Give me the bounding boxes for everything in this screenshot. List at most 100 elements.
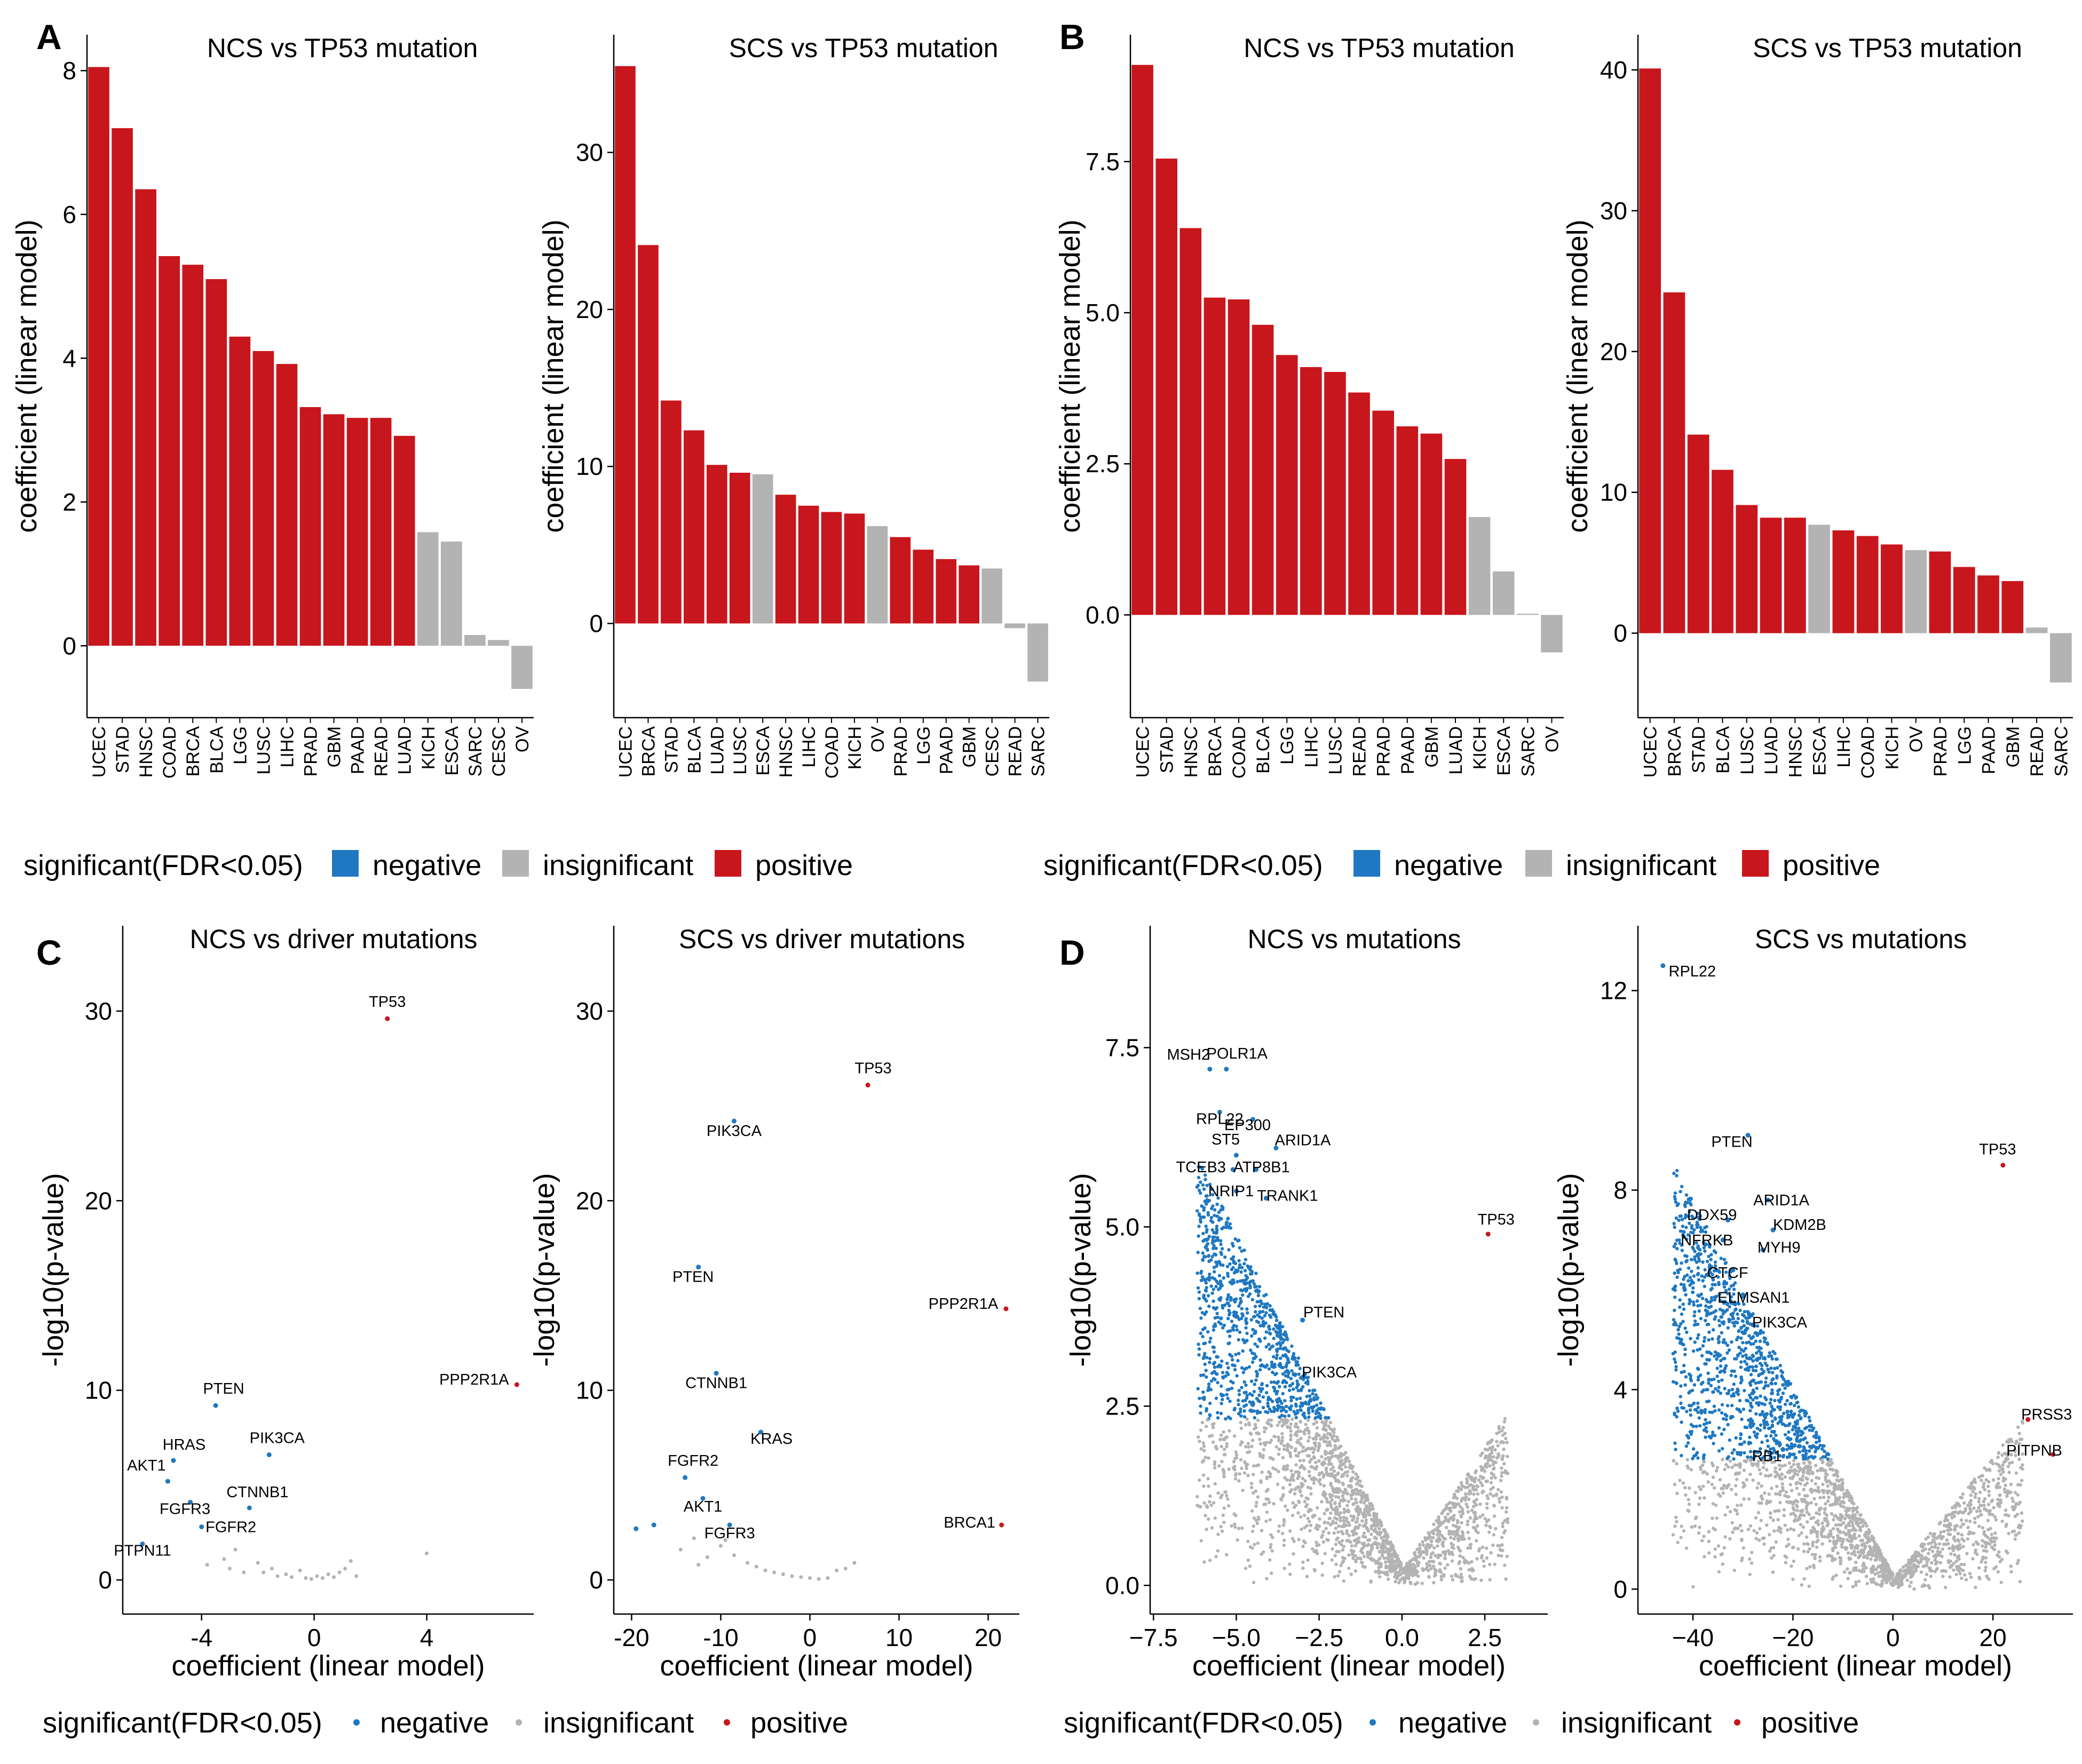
point-insignificant	[1959, 1518, 1964, 1522]
x-tick-label: LUAD	[395, 726, 415, 775]
point-negative	[696, 1265, 701, 1270]
point-insignificant	[1783, 1494, 1787, 1498]
point-negative	[1253, 1342, 1257, 1346]
point-insignificant	[1999, 1473, 2003, 1476]
point-insignificant	[1802, 1513, 1806, 1517]
point-insignificant	[1774, 1475, 1777, 1479]
point-insignificant	[1841, 1488, 1845, 1492]
point-insignificant	[1301, 1544, 1305, 1548]
point-insignificant	[1441, 1544, 1445, 1548]
point-negative	[1790, 1443, 1794, 1447]
point-insignificant	[1421, 1543, 1425, 1547]
bar-gbm	[1420, 433, 1443, 615]
point-insignificant	[1494, 1460, 1498, 1464]
point-negative	[1727, 1388, 1731, 1393]
point-negative	[1266, 1401, 1270, 1405]
point-negative	[1242, 1338, 1246, 1342]
point-insignificant	[1422, 1556, 1426, 1560]
point-insignificant	[1781, 1488, 1785, 1492]
point-insignificant	[1246, 1539, 1250, 1543]
point-negative	[1767, 1370, 1771, 1374]
point-negative	[1285, 1336, 1289, 1340]
point-insignificant	[1962, 1573, 1967, 1577]
point-insignificant	[1856, 1550, 1860, 1554]
point-negative	[1685, 1254, 1689, 1258]
point-negative	[1691, 1457, 1695, 1460]
point-insignificant	[1483, 1469, 1487, 1473]
point-insignificant	[1863, 1521, 1866, 1525]
point-insignificant	[1301, 1566, 1305, 1570]
point-negative	[1295, 1386, 1299, 1389]
point-insignificant	[1342, 1462, 1345, 1466]
point-insignificant	[1738, 1523, 1743, 1528]
point-insignificant	[2002, 1460, 2006, 1464]
point-negative	[1785, 1443, 1790, 1447]
point-insignificant	[1960, 1533, 1964, 1537]
point-insignificant	[1418, 1546, 1422, 1550]
point-insignificant	[1986, 1519, 1990, 1522]
x-tick-label: OV	[512, 726, 533, 752]
point-negative	[1242, 1367, 1247, 1371]
point-insignificant	[1948, 1575, 1952, 1579]
point-negative	[1215, 1225, 1219, 1228]
point-insignificant	[1466, 1546, 1470, 1550]
point-negative	[1792, 1394, 1796, 1397]
point-insignificant	[1954, 1524, 1958, 1529]
point-insignificant	[1345, 1531, 1349, 1535]
point-insignificant	[1355, 1492, 1358, 1496]
point-insignificant	[1799, 1522, 1802, 1527]
point-insignificant	[1925, 1560, 1929, 1564]
point-negative	[1807, 1449, 1811, 1453]
point-insignificant	[1492, 1514, 1497, 1518]
point-insignificant	[1289, 1445, 1294, 1449]
point-insignificant	[1483, 1448, 1487, 1451]
point-insignificant	[1258, 1437, 1262, 1441]
point-insignificant	[1278, 1420, 1281, 1424]
point-negative	[1296, 1382, 1300, 1386]
x-tick-label: READ	[371, 726, 392, 776]
point-negative	[1199, 1191, 1202, 1195]
point-negative	[1212, 1246, 1215, 1250]
point-negative	[1302, 1414, 1306, 1418]
point-insignificant	[1331, 1547, 1334, 1551]
point-insignificant	[1776, 1529, 1780, 1532]
x-tick-label: CESC	[489, 726, 509, 776]
point-negative	[1274, 1356, 1279, 1360]
point-insignificant	[2010, 1440, 2014, 1443]
bar-prad	[299, 407, 321, 646]
point-negative	[1723, 1366, 1727, 1370]
point-negative	[1206, 1294, 1210, 1298]
point-insignificant	[1953, 1553, 1957, 1557]
point-negative	[1682, 1363, 1686, 1368]
point-insignificant	[1986, 1468, 1990, 1472]
point-insignificant	[1344, 1519, 1348, 1523]
point-insignificant	[1499, 1479, 1503, 1482]
x-tick-label: UCEC	[615, 726, 636, 777]
point-negative	[1260, 1301, 1264, 1306]
point-insignificant	[1255, 1464, 1258, 1467]
point-insignificant	[1390, 1543, 1394, 1547]
point-insignificant	[1836, 1551, 1840, 1555]
point-insignificant	[1927, 1547, 1931, 1552]
point-negative	[1690, 1269, 1693, 1273]
point-negative	[1710, 1286, 1714, 1290]
point-negative	[1816, 1446, 1820, 1450]
point-negative	[1301, 1402, 1304, 1407]
point-insignificant	[1289, 1437, 1293, 1442]
point-negative	[1703, 1275, 1706, 1279]
point-insignificant	[1461, 1507, 1464, 1511]
point-negative	[1684, 1444, 1688, 1448]
point-negative	[1267, 1342, 1271, 1346]
point-insignificant	[1839, 1477, 1843, 1482]
point-negative	[1301, 1385, 1305, 1389]
point-insignificant	[1800, 1531, 1803, 1535]
point-insignificant	[1851, 1516, 1855, 1520]
point-insignificant	[1832, 1539, 1836, 1543]
point-insignificant	[1276, 1482, 1280, 1486]
point-insignificant	[1394, 1570, 1397, 1574]
point-negative	[1739, 1365, 1743, 1369]
point-insignificant	[1320, 1420, 1324, 1424]
point-negative	[1687, 1279, 1690, 1283]
point-negative	[1210, 1254, 1214, 1259]
point-negative	[1212, 1288, 1215, 1291]
